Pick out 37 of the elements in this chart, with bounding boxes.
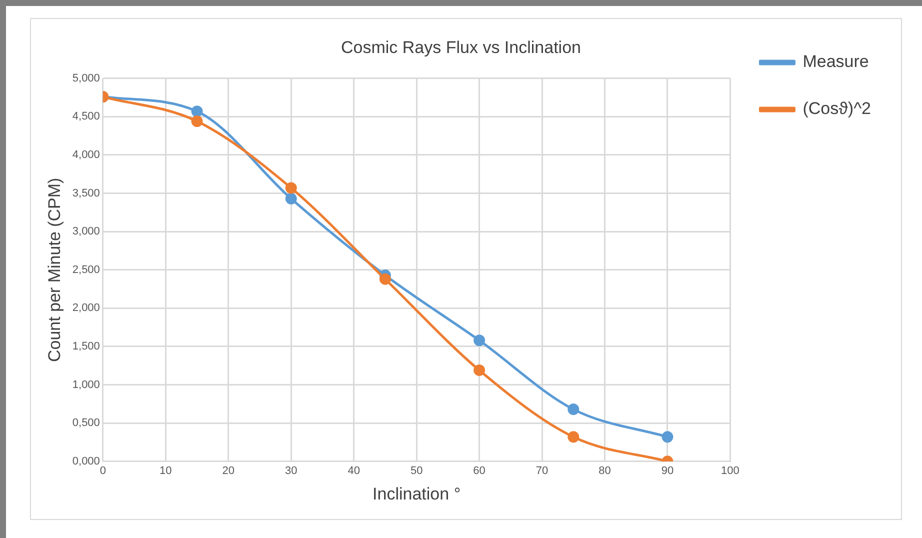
y-tick-label: 2,500: [72, 264, 100, 276]
x-tick-label: 10: [160, 465, 172, 478]
x-tick-label: 30: [284, 465, 298, 478]
point: [285, 182, 297, 194]
y-tick-label: 5,000: [72, 72, 100, 84]
x-tick-label: 20: [222, 465, 235, 478]
point: [662, 431, 674, 443]
point: [474, 334, 486, 346]
y-tick-label: 0,500: [72, 417, 100, 430]
y-tick-label: 3,000: [72, 226, 100, 238]
y-axis-title: Count per Minute (CPM): [44, 178, 64, 362]
legend-label: (Cosϑ)^2: [802, 99, 872, 118]
legend-label: Measure: [802, 52, 869, 72]
x-tick-label: 90: [661, 465, 674, 478]
chart-title: Cosmic Rays Flux vs Inclination: [341, 38, 581, 57]
point: [191, 106, 203, 118]
point: [568, 431, 580, 443]
x-tick-label: 100: [721, 465, 740, 478]
y-tick-label: 3,500: [72, 187, 100, 200]
point: [474, 364, 486, 376]
x-tick-label: 60: [473, 465, 486, 478]
y-tick-label: 4,000: [72, 149, 100, 162]
x-tick-label: 50: [410, 465, 423, 478]
x-tick-label: 70: [536, 465, 548, 478]
x-tick-label: 0: [100, 465, 106, 478]
point: [191, 116, 203, 128]
y-tick-label: 0,000: [72, 455, 100, 468]
x-axis-title: Inclination °: [372, 484, 461, 504]
point: [285, 192, 297, 204]
x-tick-label: 40: [348, 465, 360, 478]
y-tick-label: 1,500: [72, 340, 100, 353]
y-tick-label: 2,000: [72, 302, 100, 314]
y-tick-label: 4,500: [72, 110, 100, 123]
point: [379, 273, 391, 285]
y-tick-label: 1,000: [72, 378, 100, 391]
x-tick-label: 80: [598, 465, 611, 478]
point: [568, 404, 580, 416]
